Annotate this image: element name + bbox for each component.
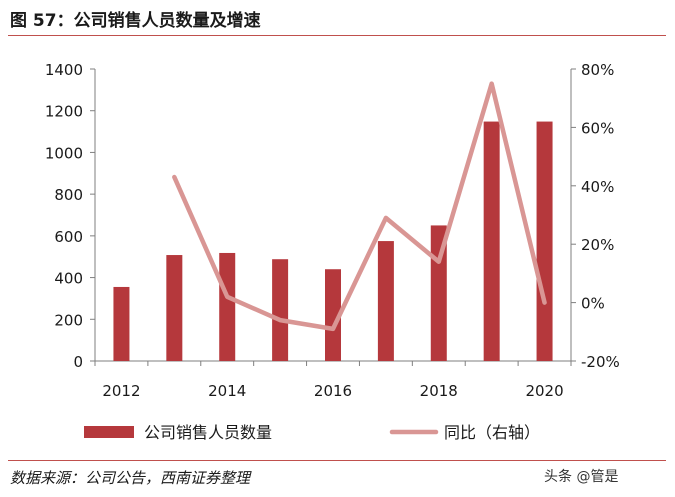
growth-point-2020: [544, 302, 546, 304]
bar-2016: [325, 269, 341, 361]
bar-2020: [536, 121, 553, 361]
source-rule: [8, 460, 666, 461]
right-tick-label: 40%: [581, 178, 614, 196]
source-note: 数据来源：公司公告，西南证券整理: [10, 469, 251, 487]
left-tick-label: 1200: [45, 103, 83, 121]
right-tick-label: 20%: [581, 236, 614, 254]
x-tick-label: 2012: [102, 382, 140, 400]
plot-area: 0 200 400 600 800 1000 1200 1400 -20% 0% 20% 40% 60%…: [45, 61, 620, 442]
left-tick-label: 600: [54, 228, 83, 246]
left-tick-label: 200: [54, 311, 83, 329]
growth-point-2017: [385, 217, 387, 219]
growth-point-2014: [226, 296, 228, 298]
left-tick-label: 1000: [45, 144, 83, 162]
figure-title: 图 57：公司销售人员数量及增速: [10, 11, 261, 31]
right-tick-label: 60%: [581, 119, 614, 137]
right-tick-label: 0%: [581, 295, 605, 313]
left-tick-label: 0: [73, 353, 83, 371]
x-tick-label: 2014: [208, 382, 246, 400]
bar-2013: [166, 255, 183, 361]
legend-line-label: 同比（右轴）: [444, 423, 540, 442]
chart: 0 200 400 600 800 1000 1200 1400 -20% 0% 20% 40% 60%…: [45, 61, 620, 442]
growth-point-2016: [332, 328, 334, 330]
growth-point-2015: [279, 319, 281, 321]
bar-2015: [272, 259, 289, 361]
right-tick-label: 80%: [581, 61, 614, 79]
growth-point-2018: [438, 261, 440, 263]
legend-bar-label: 公司销售人员数量: [144, 423, 272, 442]
growth-line: [172, 81, 547, 332]
left-tick-label: 800: [54, 186, 83, 204]
bar-2017: [377, 241, 394, 361]
watermark: 头条 @管是: [544, 469, 619, 485]
bar-2012: [113, 286, 130, 361]
bar-2019: [483, 121, 500, 361]
x-tick-label: 2016: [314, 382, 352, 400]
x-tick-label: 2020: [525, 382, 563, 400]
left-tick-label: 1400: [45, 61, 83, 79]
right-tick-label: -20%: [581, 353, 620, 371]
bar-2014: [219, 252, 236, 361]
growth-point-2019: [491, 83, 493, 85]
legend-bar-swatch: [84, 426, 134, 438]
left-tick-label: 400: [54, 270, 83, 288]
title-rule: [8, 35, 666, 36]
growth-point-2013: [173, 176, 175, 178]
x-tick-label: 2018: [420, 382, 458, 400]
